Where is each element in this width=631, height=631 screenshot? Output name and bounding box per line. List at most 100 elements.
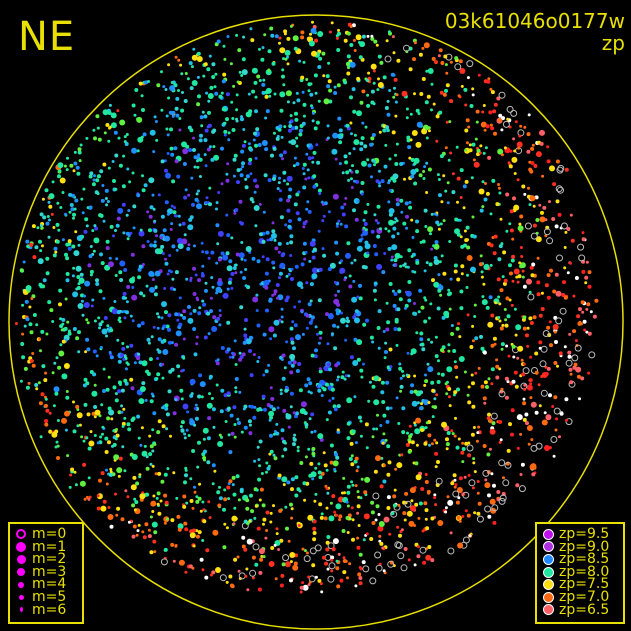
star-point — [139, 291, 144, 296]
star-point — [444, 382, 448, 386]
star-point — [347, 178, 351, 182]
star-point — [490, 126, 495, 131]
star-point — [390, 258, 394, 262]
star-point — [133, 113, 137, 117]
star-point — [114, 153, 119, 158]
star-point — [246, 538, 253, 545]
star-point — [153, 292, 158, 297]
star-point — [226, 35, 230, 39]
star-point — [261, 90, 266, 95]
star-point — [344, 338, 348, 342]
star-point — [261, 239, 266, 244]
star-point — [188, 61, 193, 66]
star-point — [117, 474, 121, 478]
star-point — [260, 57, 265, 62]
star-point — [437, 178, 441, 181]
star-point — [44, 188, 49, 193]
star-point — [437, 520, 444, 526]
star-point — [457, 542, 464, 549]
star-point — [159, 499, 163, 503]
star-point — [168, 254, 172, 257]
star-point — [344, 196, 348, 200]
star-point — [413, 423, 417, 427]
star-point — [425, 136, 429, 140]
star-point — [248, 157, 253, 162]
star-point — [372, 427, 376, 431]
star-point — [104, 197, 108, 200]
star-point — [527, 186, 530, 190]
star-point — [176, 318, 180, 322]
horizon-circle — [8, 14, 624, 630]
star-point — [23, 366, 28, 371]
star-point — [439, 154, 444, 159]
star-point — [522, 401, 527, 406]
star-point — [317, 388, 322, 393]
star-point — [312, 531, 317, 535]
star-point — [119, 260, 126, 267]
star-point — [358, 238, 363, 243]
star-point — [513, 204, 520, 211]
plot-variable: zp — [601, 31, 625, 55]
star-point — [428, 262, 433, 267]
star-point — [381, 441, 385, 445]
star-point — [261, 503, 266, 508]
star-point — [58, 302, 62, 307]
star-point — [452, 490, 460, 498]
magnitude-legend: m=0 m=1 m=2 m=3 m=4 m=5 m=6 — [8, 522, 84, 624]
star-point — [77, 147, 82, 152]
star-point — [395, 202, 400, 207]
star-point — [127, 520, 131, 524]
star-point — [309, 240, 316, 247]
star-point — [555, 185, 563, 193]
star-point — [427, 338, 431, 342]
star-point — [317, 229, 321, 233]
star-point — [64, 212, 67, 216]
star-point — [312, 150, 317, 155]
star-point — [328, 88, 333, 93]
star-point — [96, 506, 101, 511]
star-point — [297, 281, 303, 288]
star-point — [96, 174, 101, 179]
star-point — [72, 212, 76, 217]
star-point — [55, 440, 59, 444]
star-point — [336, 428, 340, 432]
star-point — [229, 62, 233, 66]
star-point — [115, 428, 118, 431]
star-point — [531, 472, 536, 477]
image-id: 03k61046o0177w — [444, 9, 625, 33]
star-point — [155, 138, 159, 142]
star-point — [289, 552, 296, 558]
star-point — [469, 345, 474, 349]
star-point — [93, 237, 100, 244]
star-point — [291, 320, 295, 324]
star-point — [325, 418, 329, 422]
star-point — [290, 477, 295, 482]
star-point — [434, 60, 438, 65]
star-point — [443, 310, 450, 317]
star-point — [311, 477, 315, 481]
star-point — [235, 474, 240, 479]
star-point — [399, 389, 403, 393]
magnitude-symbol-icon — [16, 541, 26, 552]
star-point — [181, 91, 184, 94]
star-point — [546, 159, 551, 164]
star-point — [311, 255, 316, 260]
star-point — [72, 400, 75, 404]
star-point — [335, 503, 342, 510]
star-point — [171, 179, 176, 184]
star-point — [138, 398, 145, 405]
star-point — [354, 456, 359, 461]
star-point — [235, 117, 238, 121]
star-point — [204, 250, 209, 255]
star-point — [450, 324, 454, 327]
star-point — [333, 467, 337, 471]
star-point — [387, 200, 391, 204]
star-point — [504, 461, 512, 469]
star-point — [157, 349, 162, 354]
star-point — [370, 500, 375, 505]
star-point — [372, 69, 376, 73]
star-point — [334, 363, 339, 368]
star-point — [489, 212, 493, 216]
star-point — [157, 315, 161, 319]
